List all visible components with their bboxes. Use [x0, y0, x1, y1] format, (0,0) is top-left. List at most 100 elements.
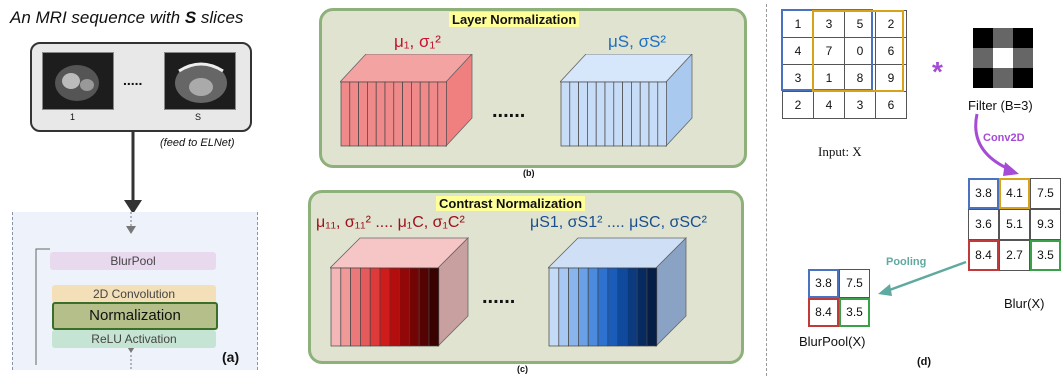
panel-c-tag: (c): [517, 364, 528, 374]
layer-norm-ellipsis: ......: [492, 100, 526, 122]
conv2d-arrow-icon: [974, 113, 1019, 176]
channel-slice: [428, 267, 440, 347]
conv2d-label: Conv2D: [983, 132, 1025, 144]
channel-slice: [330, 267, 342, 347]
blur-grid-cell: 3.6: [968, 209, 999, 240]
feed-label: (feed to ELNet): [160, 137, 235, 149]
channel-slice: [639, 81, 650, 147]
blur-grid-cell: 3.5: [1030, 240, 1061, 271]
channel-slice: [360, 267, 371, 347]
pool-grid-cell: 8.4: [808, 298, 839, 327]
pool-label: BlurPool(X): [799, 334, 866, 349]
pool-grid: 3.8 7.5 8.4 3.5: [808, 269, 870, 327]
channel-slice: [636, 267, 648, 347]
channel-slice: [411, 81, 421, 147]
channel-slice: [409, 267, 420, 347]
channel-slice: [569, 81, 579, 147]
blur-filter-icon: [973, 28, 1033, 88]
layer-norm-right-stats: μS, σS²: [608, 32, 667, 51]
normalization-layer: Normalization: [52, 302, 218, 330]
channel-slice: [622, 81, 632, 147]
channel-slice: [548, 267, 560, 347]
blur-grid-cell: 9.3: [1030, 209, 1061, 240]
input-grid-cell: 8: [844, 64, 876, 92]
channel-slice: [340, 267, 351, 347]
channel-slice: [350, 267, 361, 347]
slice-last-label: S: [195, 112, 202, 122]
blur-grid-cell: 4.1: [999, 178, 1030, 209]
input-grid-cell: 6: [875, 37, 907, 65]
channel-slice: [419, 81, 430, 147]
channel-slice: [587, 267, 599, 347]
mri-slice-first-image: [42, 52, 114, 110]
contrast-norm-left-block: [330, 237, 469, 347]
pool-grid-cell: 7.5: [839, 269, 870, 298]
channel-slice: [367, 81, 377, 147]
blur-grid-cell: 8.4: [968, 240, 999, 271]
channel-slice: [379, 267, 391, 347]
blurpool-layer: BlurPool: [50, 252, 216, 270]
channel-slice: [369, 267, 381, 347]
input-grid-cell: 0: [844, 37, 876, 65]
channel-slice: [349, 81, 359, 147]
mri-sequence-title: An MRI sequence with S slices: [10, 8, 244, 27]
blur-grid-cell: 3.8: [968, 178, 999, 209]
channel-slice: [617, 267, 628, 347]
pool-grid-cell: 3.8: [808, 269, 839, 298]
panel-b-tag: (b): [523, 168, 535, 178]
channel-slice: [631, 81, 641, 147]
blur-windows-overlay: [781, 9, 904, 92]
panel-divider: [766, 4, 767, 376]
channel-slice: [646, 267, 658, 347]
contrast-norm-right-block: [548, 237, 687, 347]
pooling-arrow-icon: [878, 260, 967, 296]
blur-grid-cell: 2.7: [999, 240, 1030, 271]
layer-norm-left-stats: μ₁, σ₁²: [394, 32, 441, 51]
channel-slice: [578, 81, 588, 147]
channel-slice: [657, 81, 667, 147]
mri-slice-last-image: [164, 52, 236, 110]
channel-slice: [428, 81, 439, 147]
panel-d-tag: (d): [917, 356, 932, 368]
channel-slice: [578, 267, 589, 347]
slice-first-label: 1: [70, 112, 76, 122]
pool-grid-cell: 3.5: [839, 298, 870, 327]
channel-slice: [340, 81, 351, 147]
relu-layer: ReLU Activation: [52, 330, 216, 348]
convolution-asterisk-icon: *: [932, 56, 943, 87]
pooling-label: Pooling: [886, 256, 927, 268]
blur-grid-cell: 7.5: [1030, 178, 1061, 209]
layer-norm-title: Layer Normalization: [449, 12, 580, 27]
feed-arrow-icon: [124, 130, 142, 214]
channel-slice: [604, 81, 615, 147]
contrast-norm-title: Contrast Normalization: [436, 196, 586, 211]
channel-slice: [597, 267, 609, 347]
layer-norm-left-block: [340, 54, 473, 148]
blur-label: Blur(X): [1004, 296, 1045, 311]
mri-slices-ellipsis: .....: [123, 72, 143, 88]
channel-slice: [568, 267, 579, 347]
channel-slice: [393, 81, 403, 147]
channel-slice: [607, 267, 618, 347]
blur-grid-cell: 5.1: [999, 209, 1030, 240]
skip-connection-line: [35, 248, 50, 365]
channel-slice: [384, 81, 395, 147]
filter-label: Filter (B=3): [968, 98, 1033, 113]
channel-slice: [558, 267, 569, 347]
input-label: Input: X: [818, 144, 862, 159]
channel-slice: [627, 267, 638, 347]
input-grid-cell: 2: [782, 91, 814, 119]
channel-slice: [418, 267, 430, 347]
blur-grid: 3.8 4.1 7.5 3.6 5.1 9.3 8.4 2.7 3.5: [968, 178, 1062, 290]
channel-slice: [613, 81, 623, 147]
contrast-norm-right-stats: μS1, σS1² .... μSC, σSC²: [530, 214, 707, 231]
contrast-norm-left-stats: μ₁₁, σ₁₁² .... μ₁C, σ₁C²: [316, 214, 465, 231]
channel-slice: [560, 81, 571, 147]
channel-slice: [595, 81, 606, 147]
panel-a-tag: (a): [222, 349, 240, 365]
